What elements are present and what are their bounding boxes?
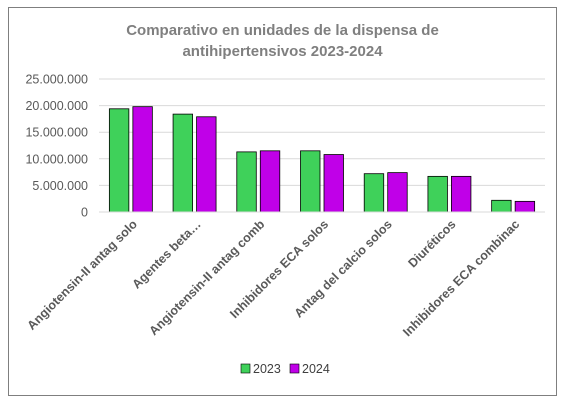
bar-2023-5 <box>363 173 385 213</box>
bar-2024-2 <box>196 116 217 213</box>
bar-2024-4 <box>323 154 344 213</box>
bar-2024-1 <box>132 106 153 213</box>
category-label: Inhibidores ECA combinac <box>400 217 522 339</box>
category-label: Agentes beta… <box>129 217 203 291</box>
legend-label: 2024 <box>302 362 330 376</box>
category-label: Angiotensin-II antag comb <box>147 217 268 338</box>
chart-title-line-1: Comparativo en unidades de la dispensa d… <box>126 22 439 39</box>
legend-swatch <box>240 363 251 374</box>
y-tick-label: 5.000.000 <box>32 179 88 193</box>
bar-2023-6 <box>427 175 448 213</box>
bar-2023-1 <box>108 108 130 213</box>
y-axis-ticks: 0 5.000.000 10.000.000 15.000.000 20.000.000… <box>25 73 88 220</box>
y-tick-label: 15.000.000 <box>25 126 88 140</box>
bar-2023-3 <box>236 151 257 213</box>
category-label: Diuréticos <box>405 217 458 270</box>
y-tick-label: 10.000.000 <box>25 152 88 166</box>
bar-2023-7 <box>491 199 512 213</box>
chart-title: Comparativo en unidades de la dispensa d… <box>8 20 557 62</box>
category-label: Angiotensin-II antag solo <box>24 217 140 333</box>
y-tick-label: 20.000.000 <box>25 99 88 113</box>
bar-2023-4 <box>300 150 321 213</box>
y-tick-label: 25.000.000 <box>25 73 88 87</box>
y-tick-label: 0 <box>81 206 88 220</box>
legend: 2023 2024 <box>240 362 330 376</box>
bar-2024-6 <box>451 175 472 213</box>
bar-2023-2 <box>172 113 193 213</box>
legend-label: 2023 <box>253 362 281 376</box>
gridlines <box>99 78 545 186</box>
bars <box>108 106 536 213</box>
bar-2024-7 <box>514 200 536 213</box>
bar-2024-3 <box>259 150 281 213</box>
bar-2024-5 <box>387 172 408 213</box>
chart-title-line-2: antihipertensivos 2023-2024 <box>182 43 383 60</box>
legend-swatch <box>289 363 300 374</box>
